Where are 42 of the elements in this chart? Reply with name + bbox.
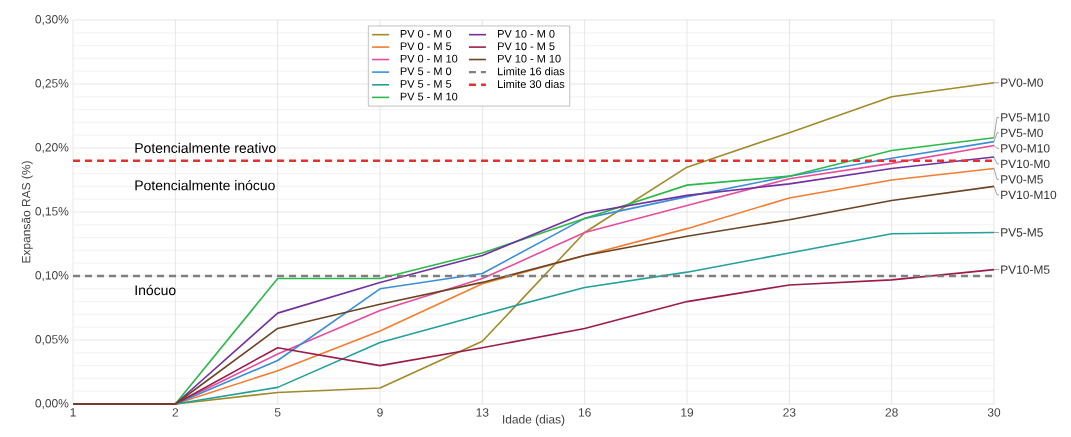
legend-label: PV 10 - M 10 xyxy=(498,54,561,63)
y-tick-label: 0,30% xyxy=(35,15,69,25)
legend-label: Limite 16 dias xyxy=(498,67,565,76)
legend-label: PV 10 - M 0 xyxy=(498,29,555,38)
x-tick-label: 28 xyxy=(885,408,898,417)
annotation: Inócuo xyxy=(135,284,176,296)
x-tick-label: 5 xyxy=(274,408,281,417)
y-tick-label: 0,15% xyxy=(35,207,69,217)
legend-label: PV 0 - M 5 xyxy=(400,42,452,51)
x-tick-label: 2 xyxy=(172,408,179,417)
legend-label: Limite 30 dias xyxy=(498,79,565,88)
legend-label: PV 10 - M 5 xyxy=(498,42,555,51)
legend-label: PV 0 - M 0 xyxy=(400,29,452,38)
annotation: PV5-M10 xyxy=(1001,113,1050,122)
legend-label: PV 5 - M 10 xyxy=(400,92,458,101)
annotation: PV0-M0 xyxy=(1001,78,1043,87)
x-tick-label: 1 xyxy=(70,408,76,417)
x-axis-title: Idade (dias) xyxy=(503,414,565,426)
y-tick-label: 0,20% xyxy=(35,143,69,153)
annotation: PV5-M0 xyxy=(1001,128,1043,138)
y-tick-label: 0,00% xyxy=(35,399,69,409)
legend-label: PV 5 - M 5 xyxy=(400,80,452,88)
legend-label: PV 5 - M 0 xyxy=(400,67,452,76)
x-tick-label: 16 xyxy=(578,408,591,417)
x-tick-label: 9 xyxy=(377,408,383,417)
y-axis-title: Expansão RAS (%) xyxy=(21,161,33,263)
annotation: PV10-M5 xyxy=(1001,265,1050,274)
x-tick-label: 23 xyxy=(783,408,796,417)
y-tick-label: 0,25% xyxy=(35,79,69,89)
x-tick-label: 19 xyxy=(681,408,694,417)
y-tick-label: 0,05% xyxy=(35,335,69,345)
annotation: PV0-M5 xyxy=(1001,175,1043,184)
annotation: PV5-M5 xyxy=(1001,228,1043,237)
legend-label: PV 0 - M 10 xyxy=(400,54,458,63)
annotation: Potencialmente inócuo xyxy=(135,179,275,191)
annotation: PV10-M10 xyxy=(1001,190,1057,200)
annotation: PV10-M0 xyxy=(1001,159,1050,169)
annotation: Potencialmente reativo xyxy=(135,142,276,153)
annotation: PV0-M10 xyxy=(1001,144,1050,153)
x-tick-label: 30 xyxy=(987,408,1001,417)
x-tick-label: 13 xyxy=(476,408,489,417)
y-tick-label: 0,10% xyxy=(35,271,69,281)
